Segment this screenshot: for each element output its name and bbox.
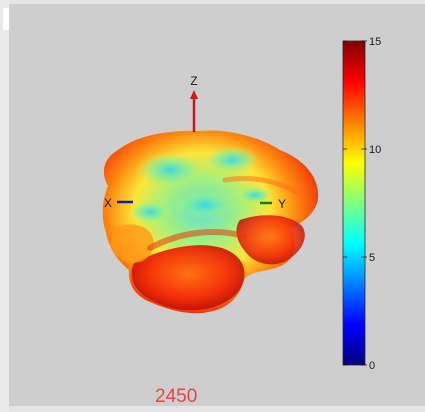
frame-counter: 2450 xyxy=(155,386,198,407)
window-left-strip xyxy=(0,0,9,412)
z-axis-label: Z xyxy=(190,74,197,88)
z-axis-arrow xyxy=(190,90,198,99)
surface-lobe-left xyxy=(110,224,154,263)
surface-lobe-lower xyxy=(131,245,245,311)
surface-spot xyxy=(204,146,260,174)
surface-spot xyxy=(175,191,235,219)
surface-spot xyxy=(128,200,172,224)
surface-mesh xyxy=(102,130,319,314)
y-axis-label: Y xyxy=(278,197,286,211)
colorbar-gradient xyxy=(342,40,366,366)
colorbar: 0 5 10 15 xyxy=(342,36,381,372)
colorbar-ticks: 0 5 10 15 xyxy=(343,36,381,372)
surface-spot xyxy=(136,152,204,188)
surface-spot xyxy=(237,186,273,204)
colorbar-tick-label: 10 xyxy=(369,144,381,156)
colorbar-tick-label: 15 xyxy=(369,36,381,48)
x-axis-label: X xyxy=(104,196,112,210)
colorbar-tick-label: 5 xyxy=(369,252,375,264)
axes-triad: Z X Y xyxy=(104,74,286,211)
surface-ridge xyxy=(222,176,299,195)
surface-lobe-right xyxy=(236,215,305,265)
window-edge-mark xyxy=(3,8,9,30)
colorbar-tick-label: 0 xyxy=(369,360,375,372)
surface-ridge xyxy=(147,229,247,251)
